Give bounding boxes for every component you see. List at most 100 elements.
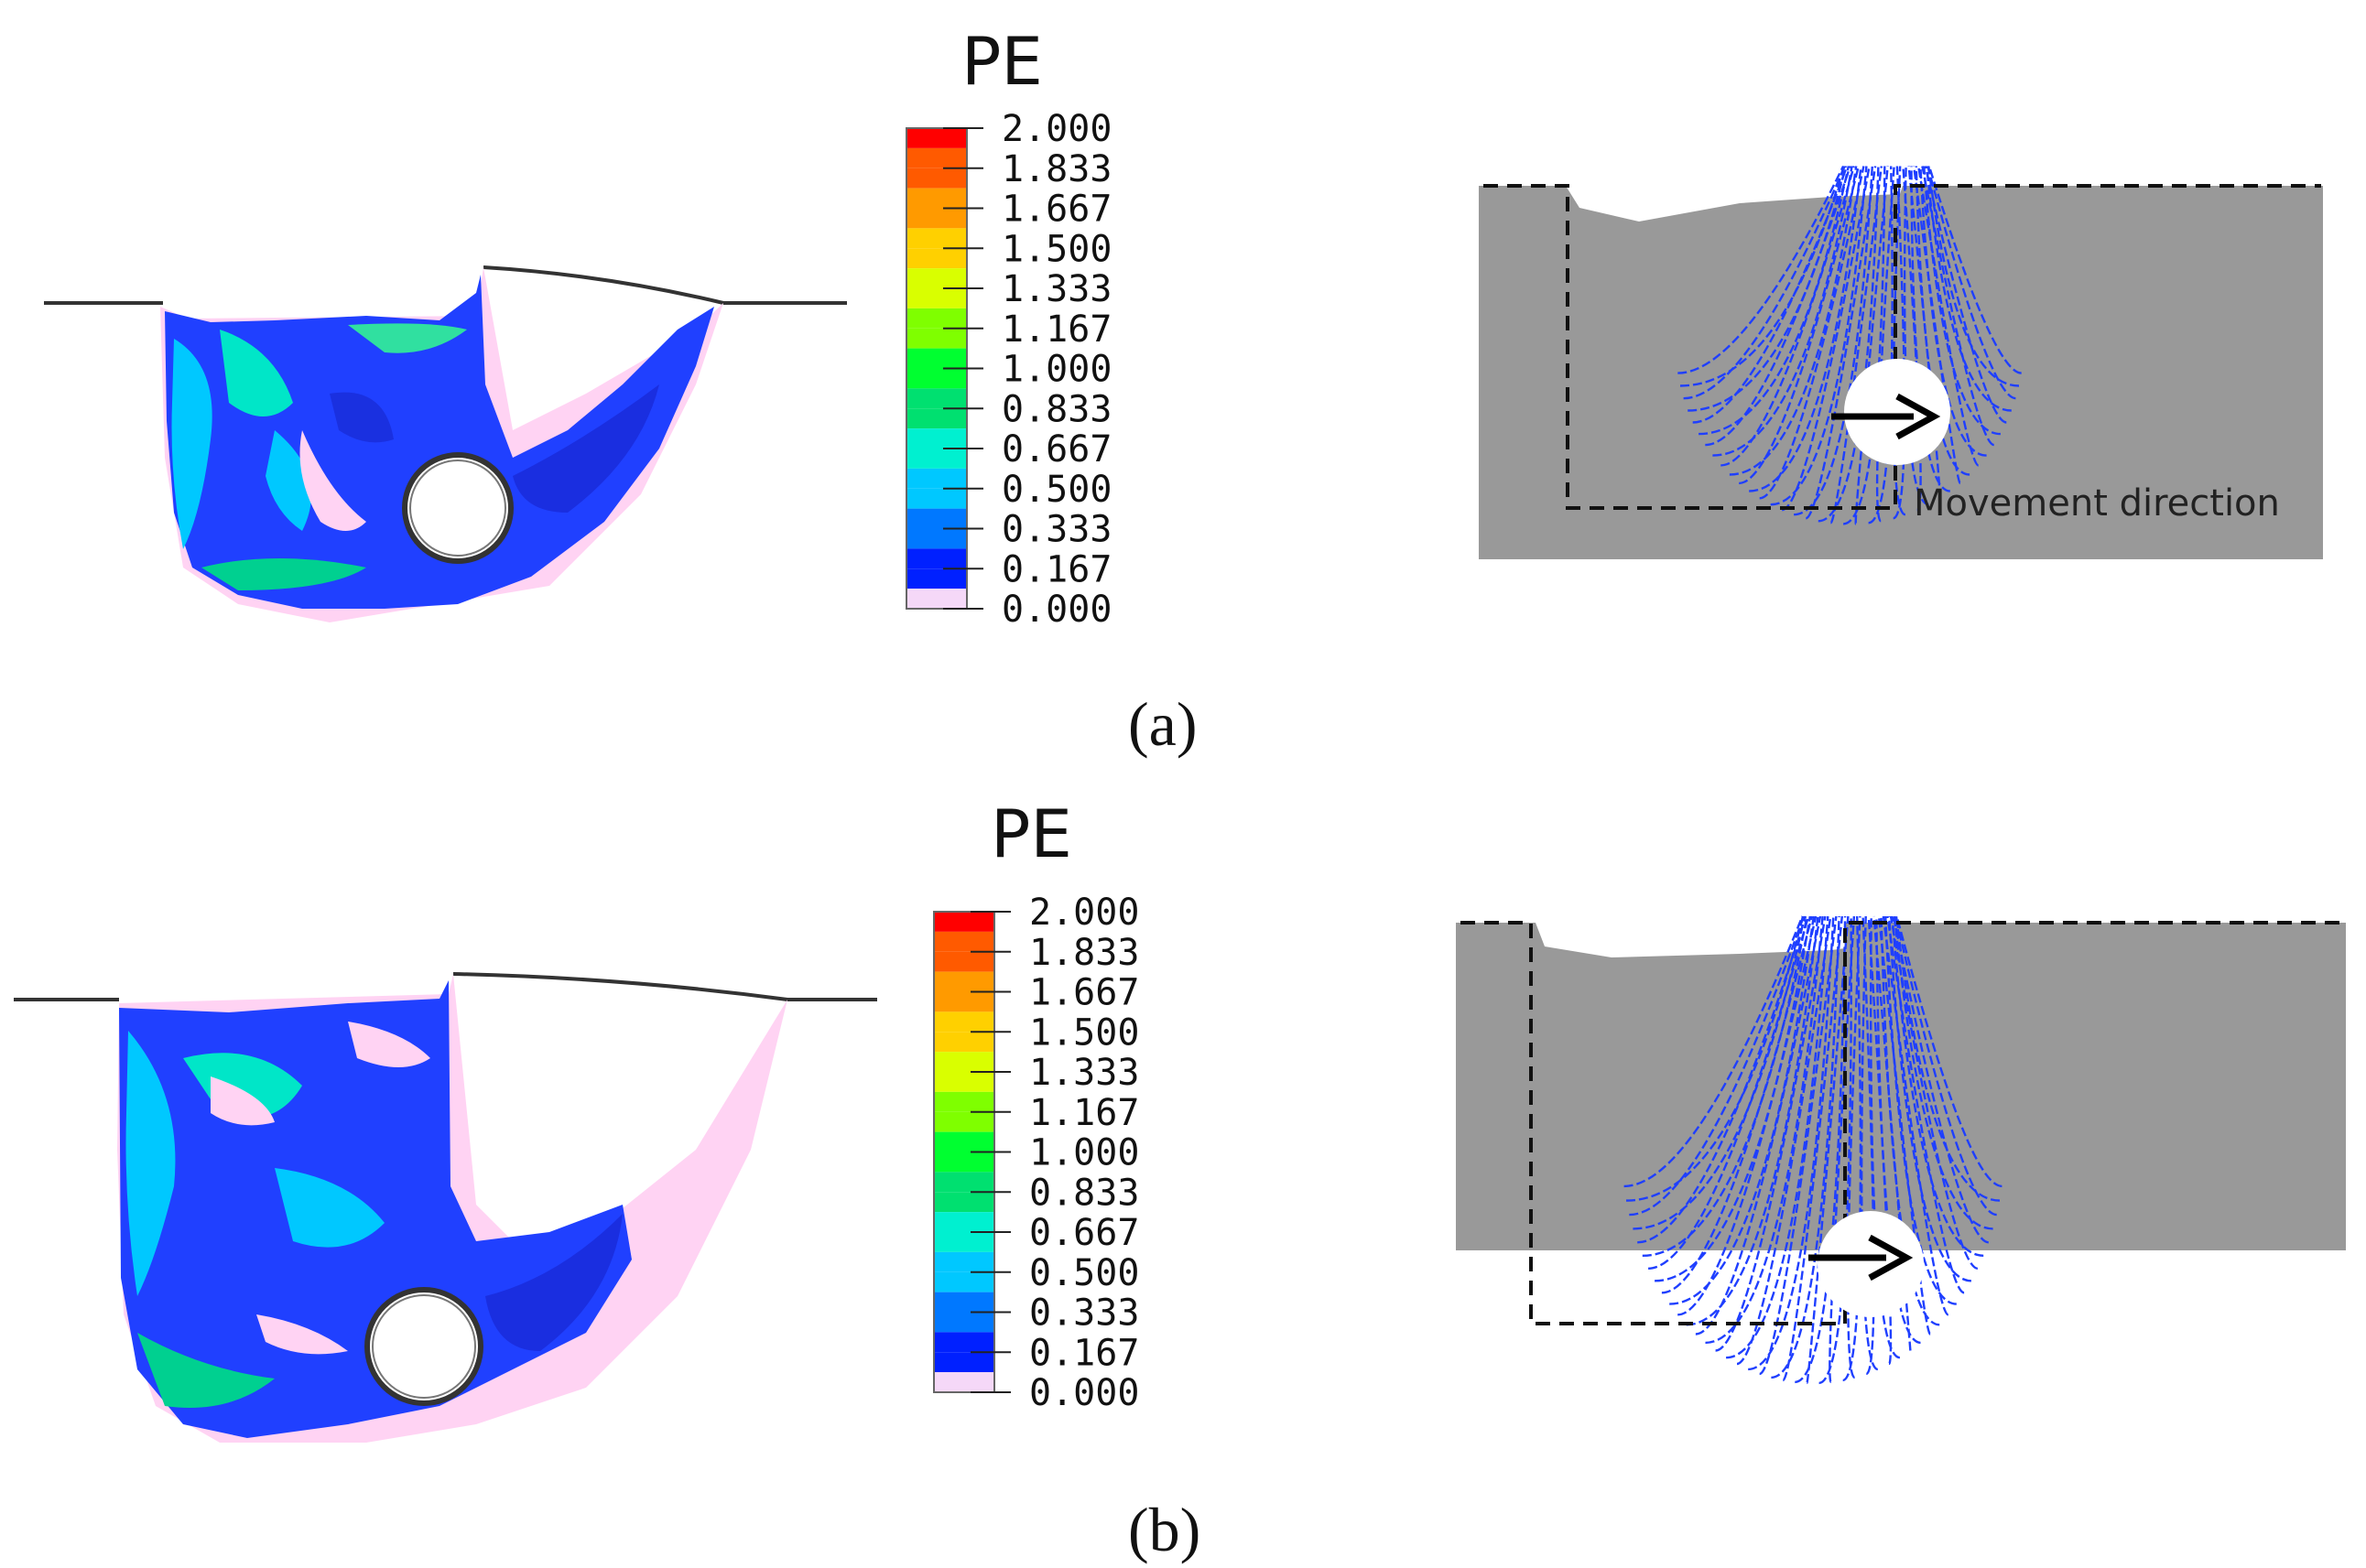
legend-value: 0.833 [1029,1172,1139,1214]
displacement-vector [1927,166,2020,387]
displacement-vector [1926,166,2016,400]
heave-void [1840,864,2225,923]
legend-swatch [906,528,967,549]
legend-value: 1.000 [1002,349,1112,391]
strain-patch [220,330,293,416]
legend-swatch [934,1271,994,1292]
legend-swatch [934,1032,994,1053]
legend-value: 0.500 [1002,469,1112,511]
legend-swatch [906,268,967,288]
displacement-vector [1875,915,1921,1345]
strain-patch [266,430,311,531]
legend-value: 0.167 [1029,1332,1139,1374]
displacement-vector [1867,915,1893,1366]
strain-patch [125,1031,176,1296]
legend-value: 1.000 [1029,1132,1139,1174]
displacement-vector [1759,915,1838,1376]
legend-swatch [934,1192,994,1213]
displacement-vector [1829,166,1883,524]
movement-label: Movement direction [1914,482,2280,524]
displacement-vector [1884,915,1957,1305]
legend-swatch [906,328,967,349]
displacement-vector [1923,166,2001,436]
legend-value: 1.167 [1029,1092,1139,1134]
displacement-vector [1669,915,1815,1305]
heave-surface [483,265,724,305]
trench-void [1479,186,1903,222]
legend-swatch [934,1072,994,1092]
legend-value: 1.333 [1002,268,1112,310]
legend-value: 2.000 [1029,892,1139,934]
panel-b: PE 2.000 1.833 1.667 1.500 1.333 1.167 1.000 0.… [0,784,2366,1567]
legend-swatch [934,971,994,992]
displacement-vector [1695,915,1822,1336]
strain-patch [330,392,394,443]
displacement-vector [1915,166,1970,476]
legend-swatch [906,449,967,469]
legend-swatch [906,308,967,329]
legend-swatch [906,168,967,189]
legend-swatch [934,931,994,952]
vector-plot-b [1456,864,2346,1385]
pipe-section [364,1287,483,1406]
legend-swatch [934,991,994,1012]
displacement-vector [1686,915,1819,1326]
legend-swatch [906,508,967,529]
displacement-vector [1891,915,1984,1257]
legend-title: PE [991,795,1072,872]
displacement-vector [1699,166,1850,436]
displacement-vector [1875,166,1895,523]
displacement-vector [1655,915,1811,1282]
legend-b: PE 2.0001.8331.6671.5001.3331.1671.0000.… [933,795,1139,1414]
legend-value: 2.000 [1002,108,1112,150]
soil-domain [1456,923,2346,1250]
legend-swatch [906,488,967,509]
displacement-vector [1748,915,1835,1371]
legend-swatch [906,568,967,589]
displacement-vector [1683,166,1846,400]
heave-void [1914,128,2198,186]
displacement-vector [1715,915,1827,1352]
displacement-vector [1677,165,1845,374]
legend-value: 0.333 [1029,1292,1139,1335]
legend-swatch [906,428,967,449]
vector-plot-a: Movement direction [1479,128,2323,559]
legend-swatch [906,288,967,308]
strain-patch [485,1214,623,1351]
heave-surface [452,972,788,1001]
displacement-vector [1894,915,1993,1230]
legend-swatch [934,1352,994,1373]
legend-value: 0.167 [1002,548,1112,590]
legend-swatch [934,1111,994,1132]
legend-value: 1.167 [1002,308,1112,351]
panel-b-graphics: PE 2.0001.8331.6671.5001.3331.1671.0000.… [14,795,2346,1443]
legend-swatch [934,1011,994,1033]
legend-swatch [934,1131,994,1152]
displacement-vector [1623,915,1804,1188]
displacement-vector [1795,915,1847,1384]
legend-swatch [906,228,967,249]
displacement-vector [1818,166,1880,523]
legend-swatch [906,408,967,429]
legend-swatch [934,951,994,972]
displacement-vector [1924,166,2007,424]
legend-swatch [934,1152,994,1173]
low-strain-patch [348,1022,430,1067]
legend-swatch [934,1312,994,1333]
displacement-vector [1894,915,2001,1202]
legend-value: 0.000 [1029,1372,1139,1414]
displacement-vector [1637,915,1807,1244]
displacement-vector [1919,166,1987,457]
panel-a-graphics: PE 2.0001.8331.6671.5001.3331.1671.0000.… [44,23,2323,631]
displacement-vector [1625,915,1805,1202]
strain-patch [171,339,212,549]
initial-trench-outline [1460,921,2344,1325]
displacement-vector [1926,166,2012,412]
displacement-vector [1895,915,2002,1188]
pipe-section [402,452,514,564]
legend-value: 0.000 [1002,589,1112,631]
displacement-vector [1782,915,1843,1382]
panel-label-a: (a) [1128,689,1198,759]
legend-value: 1.833 [1029,932,1139,974]
displacement-vector [1677,915,1818,1316]
